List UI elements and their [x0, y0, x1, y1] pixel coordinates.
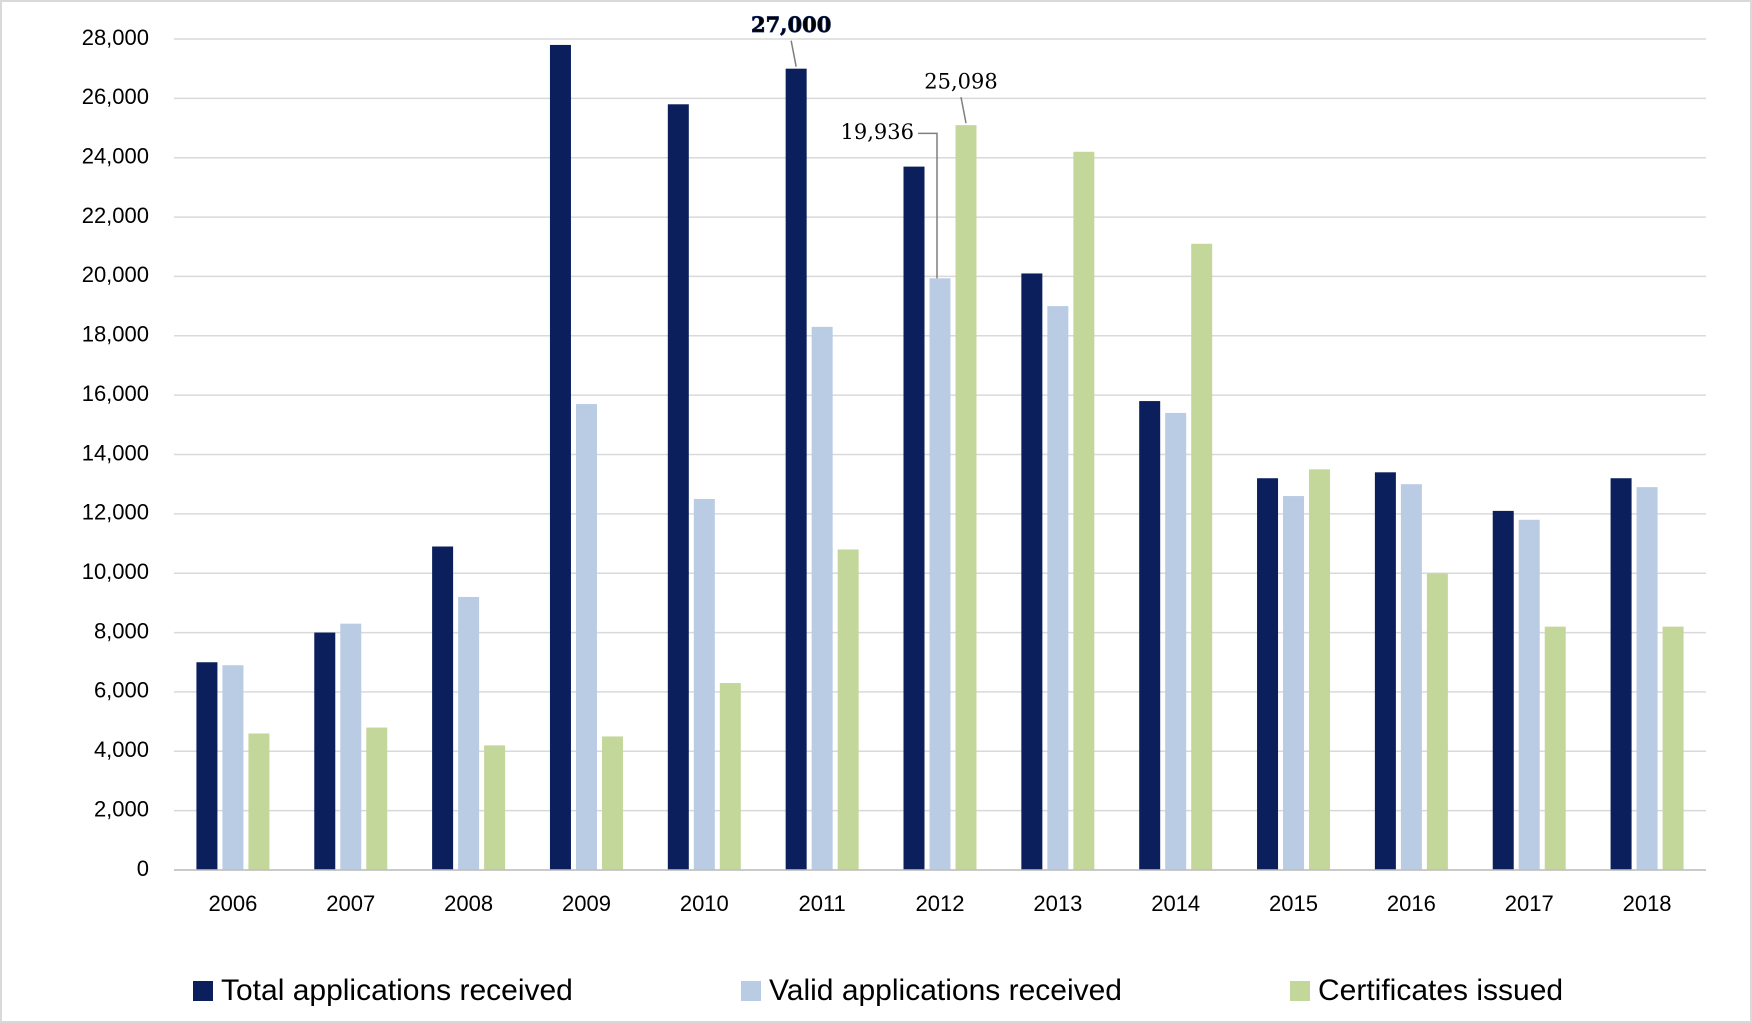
bar — [719, 683, 741, 870]
bar — [196, 662, 218, 870]
y-tick-label: 6,000 — [94, 678, 149, 703]
bar — [432, 546, 454, 870]
y-tick-label: 14,000 — [82, 440, 149, 465]
y-tick-label: 18,000 — [82, 322, 149, 347]
bar — [549, 44, 571, 870]
bar — [1283, 496, 1305, 870]
y-tick-label: 0 — [137, 856, 149, 881]
bar — [1662, 626, 1684, 870]
legend-label: Valid applications received — [769, 974, 1122, 1007]
bar — [1021, 273, 1043, 871]
data-label: 25,098 — [924, 70, 997, 94]
y-tick-label: 10,000 — [82, 559, 149, 584]
y-tick-label: 12,000 — [82, 500, 149, 525]
bar — [1165, 412, 1187, 870]
data-label: 19,936 — [841, 120, 914, 144]
leader-line — [918, 132, 938, 279]
x-tick-label: 2009 — [562, 891, 611, 916]
bar — [458, 596, 480, 870]
bar — [340, 623, 362, 870]
bar — [1309, 469, 1331, 870]
bar — [248, 733, 270, 870]
x-tick-label: 2007 — [326, 891, 375, 916]
x-tick-label: 2006 — [208, 891, 257, 916]
x-tick-label: 2017 — [1505, 891, 1554, 916]
bar — [1073, 151, 1095, 870]
y-tick-label: 28,000 — [82, 25, 149, 50]
bar — [1374, 472, 1396, 870]
bar — [1139, 401, 1161, 870]
x-tick-label: 2015 — [1269, 891, 1318, 916]
y-tick-label: 2,000 — [94, 796, 149, 821]
bar — [1636, 487, 1658, 870]
legend-label: Certificates issued — [1318, 974, 1563, 1007]
legend-swatch — [741, 981, 761, 1001]
x-tick-label: 2011 — [798, 891, 845, 916]
y-tick-label: 8,000 — [94, 618, 149, 643]
legend-label: Total applications received — [221, 974, 573, 1007]
x-tick-label: 2016 — [1387, 891, 1436, 916]
bar — [601, 736, 623, 870]
bar — [1518, 519, 1540, 870]
bar — [1544, 626, 1566, 870]
leader-line — [960, 96, 967, 124]
y-tick-label: 24,000 — [82, 144, 149, 169]
bar — [1492, 510, 1514, 870]
leader-line — [790, 40, 797, 67]
y-tick-label: 20,000 — [82, 262, 149, 287]
bar — [903, 166, 925, 870]
bar — [811, 326, 833, 870]
x-tick-label: 2018 — [1623, 891, 1672, 916]
bar — [955, 125, 977, 871]
bar — [1610, 478, 1632, 870]
bar — [484, 745, 506, 870]
y-tick-label: 26,000 — [82, 84, 149, 109]
bar — [785, 68, 807, 870]
legend-swatch — [1290, 981, 1310, 1001]
x-tick-label: 2010 — [680, 891, 729, 916]
x-tick-label: 2008 — [444, 891, 493, 916]
bar — [366, 727, 388, 870]
y-tick-label: 16,000 — [82, 381, 149, 406]
bar — [1400, 484, 1422, 870]
bar — [1426, 573, 1448, 870]
y-tick-label: 22,000 — [82, 203, 149, 228]
bar — [837, 549, 859, 870]
bar — [575, 404, 597, 870]
bar — [667, 104, 689, 871]
data-label: 27,000 — [751, 12, 831, 37]
x-tick-label: 2014 — [1151, 891, 1200, 916]
x-tick-label: 2013 — [1033, 891, 1082, 916]
bar — [314, 632, 336, 870]
bar — [1191, 243, 1213, 870]
bar — [1257, 478, 1279, 870]
x-tick-label: 2012 — [916, 891, 965, 916]
legend-swatch — [193, 981, 213, 1001]
bar — [929, 278, 951, 870]
y-tick-label: 4,000 — [94, 737, 149, 762]
bar — [222, 665, 244, 870]
bar — [1047, 306, 1069, 870]
bar — [693, 499, 715, 870]
